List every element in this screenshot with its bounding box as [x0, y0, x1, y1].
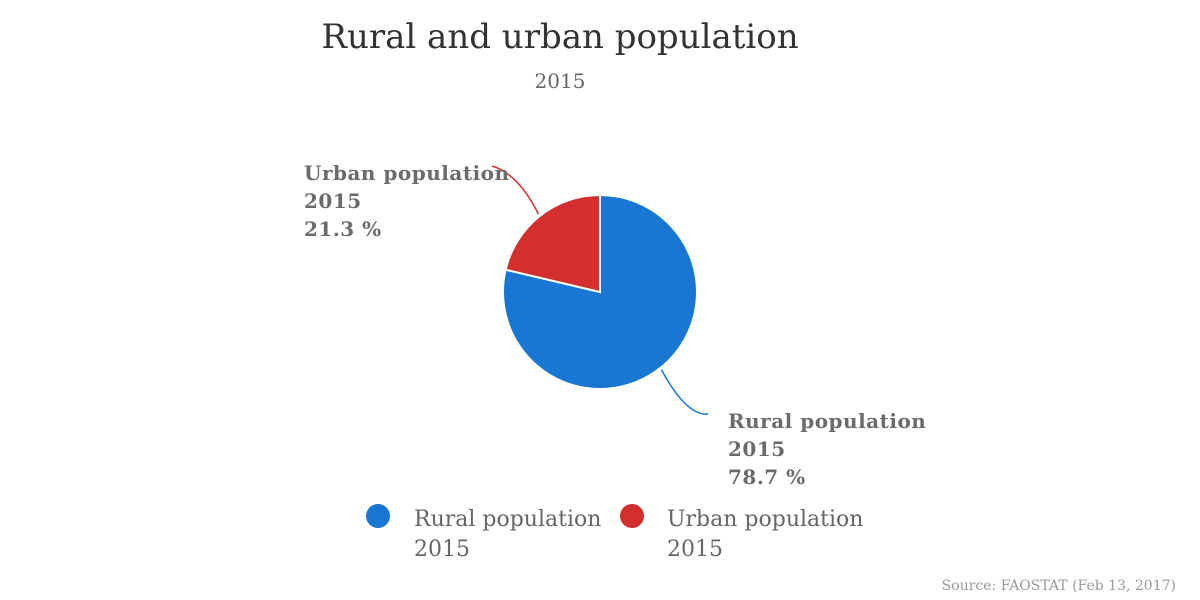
data-label-urban: Urban population 2015 21.3 % [304, 161, 510, 241]
source-credit: Source: FAOSTAT (Feb 13, 2017) [942, 578, 1176, 594]
legend: Rural population 2015 Urban population 2015 [366, 504, 863, 562]
pie-slices [502, 193, 698, 390]
legend-marker-urban[interactable] [620, 504, 644, 528]
chart-subtitle: 2015 [535, 69, 586, 93]
data-label-rural: Rural population 2015 78.7 % [728, 409, 926, 489]
label-connector-rural [660, 369, 709, 415]
label-connector-urban [491, 165, 540, 215]
data-labels: Rural population 2015 78.7 % Urban populati… [304, 161, 926, 489]
pie-slice-rural [502, 193, 698, 390]
pie-slice-urban [504, 193, 601, 294]
legend-label-urban[interactable]: Urban population 2015 [667, 507, 863, 562]
legend-label-rural[interactable]: Rural population 2015 [414, 507, 601, 562]
legend-marker-rural[interactable] [366, 504, 390, 528]
chart-title: Rural and urban population [321, 17, 798, 57]
